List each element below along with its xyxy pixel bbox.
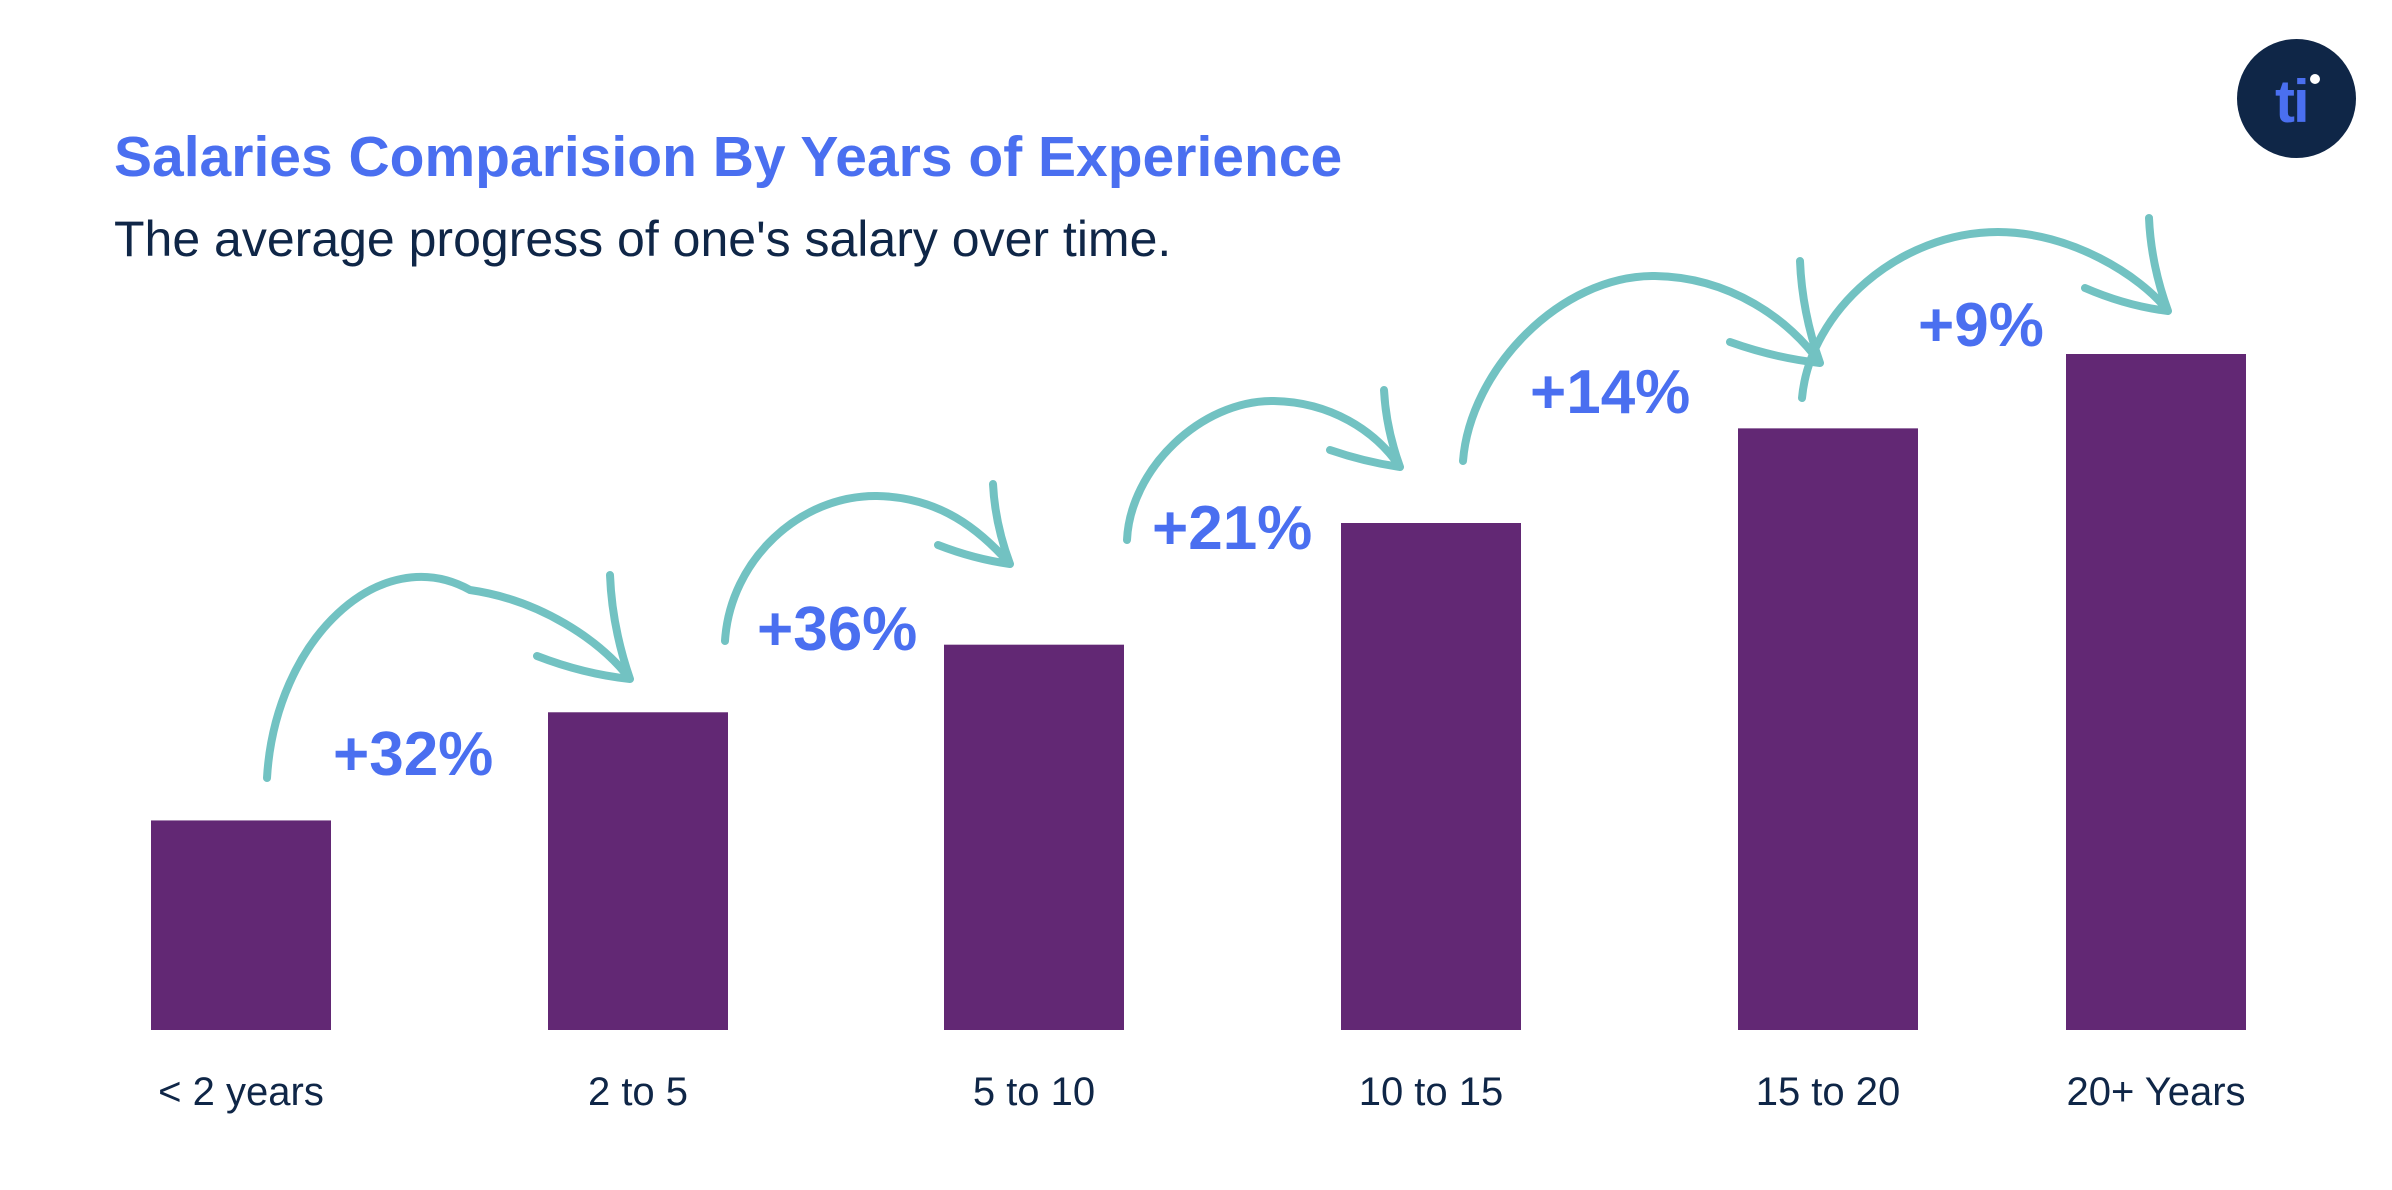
bar bbox=[548, 712, 728, 1030]
category-label: 2 to 5 bbox=[588, 1070, 688, 1114]
growth-arrow-icon bbox=[263, 571, 634, 782]
category-label: 15 to 20 bbox=[1756, 1070, 1901, 1114]
category-label: 5 to 10 bbox=[973, 1070, 1095, 1114]
page-title: Salaries Comparision By Years of Experie… bbox=[114, 125, 1343, 189]
category-label: 20+ Years bbox=[2066, 1070, 2245, 1114]
logo-dot bbox=[2310, 74, 2320, 84]
page-subtitle: The average progress of one's salary ove… bbox=[114, 211, 1172, 267]
growth-arrow-icon bbox=[1123, 386, 1404, 544]
bar bbox=[151, 820, 331, 1030]
percent-increase-label: +14% bbox=[1530, 358, 1690, 427]
growth-arrow-icon bbox=[721, 480, 1014, 645]
bar bbox=[1341, 523, 1521, 1030]
category-label: < 2 years bbox=[158, 1070, 324, 1114]
percent-increase-label: +32% bbox=[333, 720, 493, 789]
growth-arrow-icon bbox=[1798, 214, 2172, 402]
bar bbox=[944, 644, 1124, 1030]
logo-text: ti bbox=[2275, 68, 2310, 135]
logo: ti bbox=[2237, 39, 2356, 158]
bar bbox=[1738, 428, 1918, 1030]
percent-increase-label: +36% bbox=[757, 595, 917, 664]
percent-increase-label: +21% bbox=[1152, 494, 1312, 563]
bar bbox=[2066, 354, 2246, 1030]
percent-increase-label: +9% bbox=[1918, 291, 2044, 360]
category-label: 10 to 15 bbox=[1359, 1070, 1504, 1114]
